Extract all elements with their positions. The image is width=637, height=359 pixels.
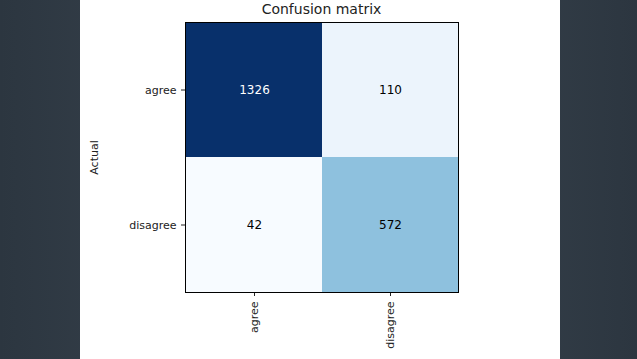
svg-text:572: 572	[379, 218, 402, 232]
svg-text:42: 42	[247, 218, 262, 232]
svg-text:110: 110	[379, 83, 402, 97]
svg-text:agree: agree	[145, 84, 177, 97]
svg-text:Actual: Actual	[88, 140, 101, 174]
svg-text:disagree: disagree	[129, 219, 177, 232]
svg-text:1326: 1326	[239, 83, 270, 97]
svg-text:disagree: disagree	[384, 301, 397, 349]
html-text:Confusion matrix: Confusion matrix	[261, 1, 382, 17]
svg-text:agree: agree	[248, 301, 261, 333]
